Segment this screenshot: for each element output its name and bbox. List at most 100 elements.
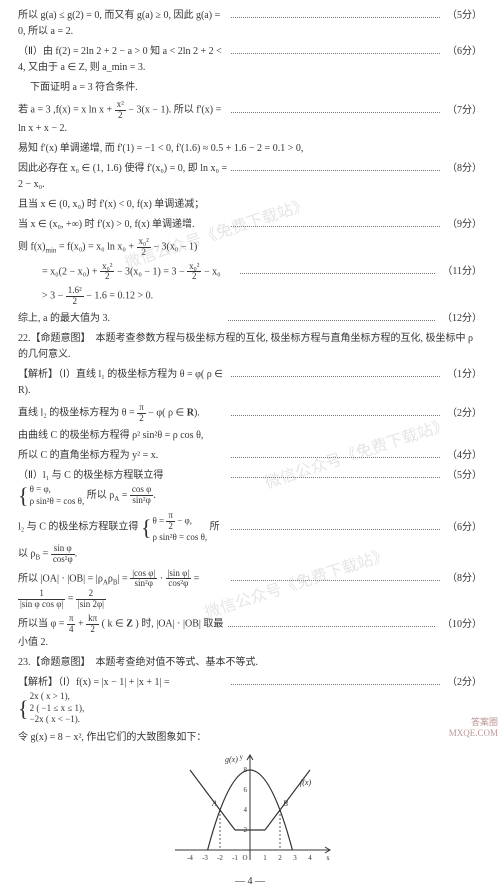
score-label: （5分） bbox=[443, 468, 482, 484]
page-root: 所以 g(a) ≤ g(2) = 0, 而又有 g(a) ≥ 0, 因此 g(a… bbox=[0, 0, 500, 895]
math-text: 下面证明 a = 3 符合条件. bbox=[30, 80, 482, 96]
svg-text:-2: -2 bbox=[217, 854, 223, 862]
text-line: （Ⅱ）由 f(2) = 2ln 2 + 2 − a > 0 知 a < 2ln … bbox=[18, 44, 482, 76]
text-line: = x₀(2 − x₀) + x₀²2 − 3(x₀ − 1) = 3 − x₀… bbox=[18, 262, 482, 283]
math-text: 【解析】（Ⅰ）f(x) = |x − 1| + |x + 1| = { 2x (… bbox=[18, 675, 228, 726]
math-text: 易知 f'(x) 单调递增, 而 f'(1) = −1 < 0, f'(1.6)… bbox=[18, 141, 482, 157]
text-line: 直线 l₂ 的极坐标方程为 θ = π2 − φ( ρ ∈ R). （2分） bbox=[18, 403, 482, 424]
leader-dots bbox=[231, 371, 441, 377]
leader-dots bbox=[231, 452, 441, 458]
leader-dots bbox=[231, 524, 441, 530]
score-label: （4分） bbox=[443, 448, 482, 464]
heading-text: 22.【命题意图】 本题考查参数方程与极坐标方程的互化, 极坐标方程与直角坐标方… bbox=[18, 331, 482, 363]
leader-dots bbox=[228, 621, 435, 627]
score-label: （7分） bbox=[443, 103, 482, 119]
leader-dots bbox=[231, 48, 441, 54]
text-line: 所以 C 的直角坐标方程为 y² = x. （4分） bbox=[18, 448, 482, 464]
score-label: （8分） bbox=[443, 161, 482, 177]
leader-dots bbox=[231, 165, 441, 171]
section-heading: 22.【命题意图】 本题考查参数方程与极坐标方程的互化, 极坐标方程与直角坐标方… bbox=[18, 331, 482, 363]
leader-dots bbox=[228, 315, 435, 321]
score-label: （6分） bbox=[443, 520, 482, 536]
svg-text:-1: -1 bbox=[232, 854, 238, 862]
page-number: — 4 — bbox=[18, 876, 482, 887]
text-line: 且当 x ∈ (0, x₀) 时 f'(x) < 0, f(x) 单调递减； bbox=[18, 197, 482, 213]
section-heading: 23.【命题意图】 本题考查绝对值不等式、基本不等式. bbox=[18, 655, 482, 671]
math-text: 所以 C 的直角坐标方程为 y² = x. bbox=[18, 448, 228, 464]
corner-line2: MXQE.COM bbox=[449, 728, 498, 739]
math-text: 由曲线 C 的极坐标方程得 ρ² sin²θ = ρ cos θ, bbox=[18, 428, 482, 444]
math-text: 所以当 φ = π4 + kπ2 ( k ∈ Z ) 时, |OA| · |OB… bbox=[18, 614, 225, 651]
svg-text:2: 2 bbox=[278, 854, 282, 862]
text-line: 则 f(x)min = f(x₀) = x₀ ln x₀ + x₀²2 − 3(… bbox=[18, 237, 482, 258]
score-label: （6分） bbox=[443, 44, 482, 60]
svg-text:6: 6 bbox=[244, 786, 248, 794]
text-line: 所以当 φ = π4 + kπ2 ( k ∈ Z ) 时, |OA| · |OB… bbox=[18, 614, 482, 651]
math-text: 【解析】（Ⅰ）直线 l₁ 的极坐标方程为 θ = φ( ρ ∈ R). bbox=[18, 367, 228, 399]
svg-text:f(x): f(x) bbox=[300, 778, 311, 787]
text-line: 令 g(x) = 8 − x², 作出它们的大致图象如下： bbox=[18, 730, 482, 746]
math-text: 所以 g(a) ≤ g(2) = 0, 而又有 g(a) ≥ 0, 因此 g(a… bbox=[18, 8, 228, 40]
text-line: 综上, a 的最大值为 3. （12分） bbox=[18, 311, 482, 327]
score-label: （11分） bbox=[438, 264, 482, 280]
math-text: 令 g(x) = 8 − x², 作出它们的大致图象如下： bbox=[18, 730, 482, 746]
math-text: 且当 x ∈ (0, x₀) 时 f'(x) < 0, f(x) 单调递减； bbox=[18, 197, 482, 213]
svg-text:1: 1 bbox=[263, 854, 267, 862]
text-line: （Ⅱ）l₁ 与 C 的极坐标方程联立得 {θ = φ,ρ sin²θ = cos… bbox=[18, 468, 482, 507]
score-label: （8分） bbox=[443, 571, 482, 587]
svg-text:B: B bbox=[283, 799, 288, 808]
score-label: （2分） bbox=[443, 675, 482, 691]
text-line: 易知 f'(x) 单调递增, 而 f'(1) = −1 < 0, f'(1.6)… bbox=[18, 141, 482, 157]
svg-text:4: 4 bbox=[308, 854, 312, 862]
score-label: （12分） bbox=[438, 311, 482, 327]
math-text: l₂ 与 C 的极坐标方程联立得 {θ = π2 − φ,ρ sin²θ = c… bbox=[18, 511, 228, 564]
svg-text:y: y bbox=[240, 753, 244, 761]
text-line: 【解析】（Ⅰ）直线 l₁ 的极坐标方程为 θ = φ( ρ ∈ R). （1分） bbox=[18, 367, 482, 399]
corner-line1: 答案圈 bbox=[449, 717, 498, 728]
text-line: 下面证明 a = 3 符合条件. bbox=[18, 80, 482, 96]
leader-dots bbox=[231, 472, 441, 478]
text-line: 所以 |OA| · |OB| = |ρAρB| = |cos φ|sin²φ ·… bbox=[18, 569, 482, 611]
function-graph: -4-3-2-1 O 1234 x 2468 y A B g(x) f(x) bbox=[165, 750, 335, 870]
svg-text:g(x): g(x) bbox=[225, 755, 238, 764]
leader-dots bbox=[231, 12, 441, 18]
leader-dots bbox=[231, 575, 441, 581]
leader-dots bbox=[231, 679, 441, 685]
math-text: = x₀(2 − x₀) + x₀²2 − 3(x₀ − 1) = 3 − x₀… bbox=[18, 262, 237, 283]
text-line: > 3 − 1.6²2 − 1.6 = 0.12 > 0. bbox=[18, 286, 482, 307]
leader-dots bbox=[231, 107, 441, 113]
math-text: 则 f(x)min = f(x₀) = x₀ ln x₀ + x₀²2 − 3(… bbox=[18, 237, 482, 258]
svg-text:-3: -3 bbox=[202, 854, 208, 862]
text-line: 所以 g(a) ≤ g(2) = 0, 而又有 g(a) ≥ 0, 因此 g(a… bbox=[18, 8, 482, 40]
leader-dots bbox=[231, 221, 441, 227]
math-text: 当 x ∈ (x₀, +∞) 时 f'(x) > 0, f(x) 单调递增. bbox=[18, 217, 228, 233]
math-text: 综上, a 的最大值为 3. bbox=[18, 311, 225, 327]
math-text: （Ⅱ）由 f(2) = 2ln 2 + 2 − a > 0 知 a < 2ln … bbox=[18, 44, 228, 76]
math-text: 直线 l₂ 的极坐标方程为 θ = π2 − φ( ρ ∈ R). bbox=[18, 403, 228, 424]
score-label: （5分） bbox=[443, 8, 482, 24]
score-label: （10分） bbox=[438, 617, 482, 633]
svg-text:x: x bbox=[326, 854, 330, 862]
math-text: （Ⅱ）l₁ 与 C 的极坐标方程联立得 {θ = φ,ρ sin²θ = cos… bbox=[18, 468, 228, 507]
svg-text:A: A bbox=[211, 799, 217, 808]
svg-text:-4: -4 bbox=[187, 854, 193, 862]
svg-text:4: 4 bbox=[244, 806, 248, 814]
text-line: 若 a = 3 ,f(x) = x ln x + x²2 − 3(x − 1).… bbox=[18, 100, 482, 137]
math-text: > 3 − 1.6²2 − 1.6 = 0.12 > 0. bbox=[18, 286, 482, 307]
text-line: 由曲线 C 的极坐标方程得 ρ² sin²θ = ρ cos θ, bbox=[18, 428, 482, 444]
text-line: l₂ 与 C 的极坐标方程联立得 {θ = π2 − φ,ρ sin²θ = c… bbox=[18, 511, 482, 564]
corner-watermark: 答案圈 MXQE.COM bbox=[449, 717, 498, 739]
math-text: 因此必存在 x₀ ∈ (1, 1.6) 使得 f'(x₀) = 0, 即 ln … bbox=[18, 161, 228, 193]
score-label: （1分） bbox=[443, 367, 482, 383]
leader-dots bbox=[240, 268, 435, 274]
text-line: 【解析】（Ⅰ）f(x) = |x − 1| + |x + 1| = { 2x (… bbox=[18, 675, 482, 726]
text-line: 当 x ∈ (x₀, +∞) 时 f'(x) > 0, f(x) 单调递增. （… bbox=[18, 217, 482, 233]
score-label: （9分） bbox=[443, 217, 482, 233]
score-label: （2分） bbox=[443, 406, 482, 422]
svg-text:O: O bbox=[242, 854, 247, 862]
svg-text:3: 3 bbox=[293, 854, 297, 862]
heading-text: 23.【命题意图】 本题考查绝对值不等式、基本不等式. bbox=[18, 655, 482, 671]
math-text: 若 a = 3 ,f(x) = x ln x + x²2 − 3(x − 1).… bbox=[18, 100, 228, 137]
leader-dots bbox=[231, 410, 441, 416]
math-text: 所以 |OA| · |OB| = |ρAρB| = |cos φ|sin²φ ·… bbox=[18, 569, 228, 611]
